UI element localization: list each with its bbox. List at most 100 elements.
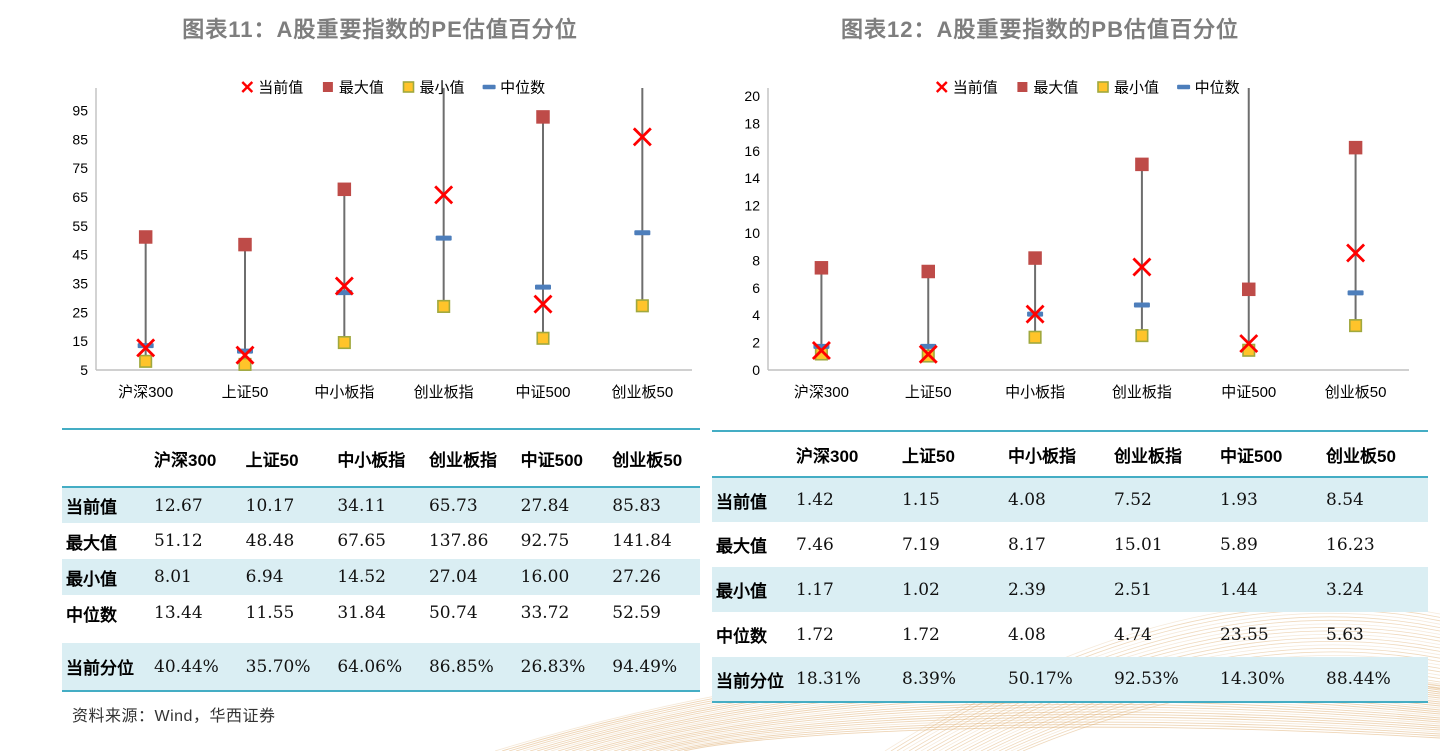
current-value-x-marker — [918, 344, 938, 364]
decor-curve — [662, 719, 1440, 751]
table-cell: 51.12 — [154, 531, 203, 551]
table-cell: 13.44 — [154, 603, 203, 623]
y-tick-label: 4 — [752, 307, 760, 323]
min-value-square-marker — [1349, 319, 1363, 333]
decor-curve — [606, 698, 1440, 751]
row-label: 当前分位 — [66, 659, 134, 678]
table-cell: 1.72 — [796, 624, 834, 645]
table-cell: 7.52 — [1114, 490, 1152, 510]
table-row: 当前分位 40.44% 35.70% 64.06% 86.85% 26.83% 94.49% — [62, 643, 700, 691]
y-tick-label: 20 — [744, 88, 760, 104]
x-category-label: 沪深300 — [118, 384, 173, 401]
median-dash-marker — [1177, 84, 1191, 90]
row-label: 最小值 — [716, 582, 767, 601]
median-dash-marker — [1133, 302, 1150, 308]
table-cell: 65.73 — [428, 495, 478, 516]
min-value-square-marker — [536, 331, 550, 345]
table-cell: 6.94 — [245, 567, 284, 587]
table-cell: 4.08 — [1008, 490, 1046, 510]
column-header: 上证50 — [902, 446, 955, 466]
pe-percentile-chart: 5 15 25 35 45 55 65 75 85 95 沪深300 上证50 中小板指 创业板指 中证50… — [72, 80, 692, 401]
table-cell: 16.00 — [520, 567, 570, 587]
max-value-square-marker — [1135, 157, 1149, 172]
table-cell: 67.65 — [337, 531, 386, 551]
table-cell: 1.17 — [796, 579, 834, 600]
decor-curve — [676, 724, 1440, 751]
column-header: 上证50 — [245, 450, 299, 470]
table-row: 中位数 13.44 11.55 31.84 50.74 33.72 52.59 — [62, 595, 700, 631]
current-value-x-marker — [334, 276, 354, 296]
max-value-square-marker — [322, 82, 333, 92]
table-cell: 14.52 — [337, 567, 386, 587]
row-label: 当前值 — [66, 498, 117, 517]
table-cell: 35.70% — [245, 656, 311, 677]
table-cell: 31.84 — [337, 603, 386, 623]
x-category-label: 创业板50 — [1325, 383, 1387, 401]
y-tick-label: 14 — [744, 170, 760, 186]
current-value-x-marker — [1239, 334, 1259, 354]
table-row: 中位数 1.72 1.72 4.08 4.74 23.55 5.63 — [712, 612, 1428, 657]
legend-label: 最大值 — [1033, 80, 1078, 97]
column-header: 创业板指 — [428, 450, 497, 470]
current-value-x-marker — [434, 185, 454, 205]
column-header: 创业板指 — [1114, 446, 1182, 466]
decor-curve — [599, 696, 1440, 751]
legend-label: 最小值 — [1114, 80, 1159, 97]
y-tick-label: 95 — [72, 102, 88, 118]
row-label: 中位数 — [716, 627, 767, 646]
current-value-x-marker — [811, 341, 831, 361]
min-value-square-marker — [139, 354, 153, 368]
decor-curve — [648, 714, 1440, 751]
median-dash-marker — [1347, 290, 1364, 296]
max-value-square-marker — [1028, 251, 1042, 265]
column-header: 创业板50 — [1326, 446, 1396, 466]
table-cell: 14.30% — [1220, 669, 1285, 689]
pe-values-table: 沪深300 上证50 中小板指 创业板指 中证500 创业板50 当前值 12.67 10.17… — [62, 428, 700, 692]
max-value-square-marker — [1348, 140, 1363, 155]
table-cell: 1.72 — [902, 624, 940, 645]
max-value-square-marker — [138, 230, 153, 244]
y-tick-label: 6 — [752, 280, 760, 296]
table-cell: 7.46 — [796, 534, 834, 555]
table-cell: 92.53% — [1114, 669, 1179, 689]
table-cell: 85.83 — [612, 495, 661, 516]
y-tick-label: 45 — [72, 247, 88, 263]
decor-curve — [655, 716, 1440, 751]
x-category-label: 中小板指 — [1005, 383, 1065, 401]
table-cell: 11.55 — [245, 603, 295, 623]
table-cell: 34.11 — [337, 495, 386, 516]
y-tick-label: 85 — [72, 131, 88, 147]
y-tick-label: 12 — [744, 198, 760, 214]
table-cell: 1.15 — [902, 490, 940, 510]
table-cell: 27.04 — [428, 567, 478, 587]
decor-curve — [620, 703, 1440, 751]
table-cell: 33.72 — [520, 603, 570, 623]
row-label: 当前分位 — [716, 671, 784, 691]
table-cell: 27.26 — [612, 567, 661, 587]
table-row: 最小值 8.01 6.94 14.52 27.04 16.00 27.26 — [62, 559, 700, 595]
current-value-x-marker — [1025, 304, 1045, 324]
median-dash-marker — [634, 230, 651, 236]
min-value-square-marker — [238, 357, 252, 371]
median-dash-marker — [920, 343, 937, 349]
table-row: 最大值 7.46 7.19 8.17 15.01 5.89 16.23 — [712, 522, 1428, 567]
x-category-label: 中小板指 — [314, 383, 374, 401]
y-tick-label: 25 — [72, 304, 88, 320]
table-cell: 26.83% — [520, 656, 586, 677]
decor-curve — [634, 708, 1440, 751]
table-header-row: 沪深300 上证50 中小板指 创业板指 中证500 创业板50 — [712, 431, 1428, 477]
spacer-row — [62, 631, 700, 643]
legend-label: 中位数 — [500, 80, 545, 97]
x-category-label: 上证50 — [222, 384, 269, 401]
table-cell: 50.17% — [1008, 669, 1073, 689]
table-cell: 5.89 — [1220, 534, 1258, 555]
median-dash-marker — [535, 284, 551, 290]
table-cell: 18.31% — [796, 669, 861, 689]
max-value-square-marker — [536, 110, 550, 124]
x-category-label: 中证500 — [1221, 384, 1276, 401]
table-cell: 7.19 — [902, 534, 940, 555]
y-tick-label: 8 — [752, 252, 760, 268]
y-tick-label: 10 — [744, 225, 760, 241]
decor-curve — [613, 701, 1440, 751]
